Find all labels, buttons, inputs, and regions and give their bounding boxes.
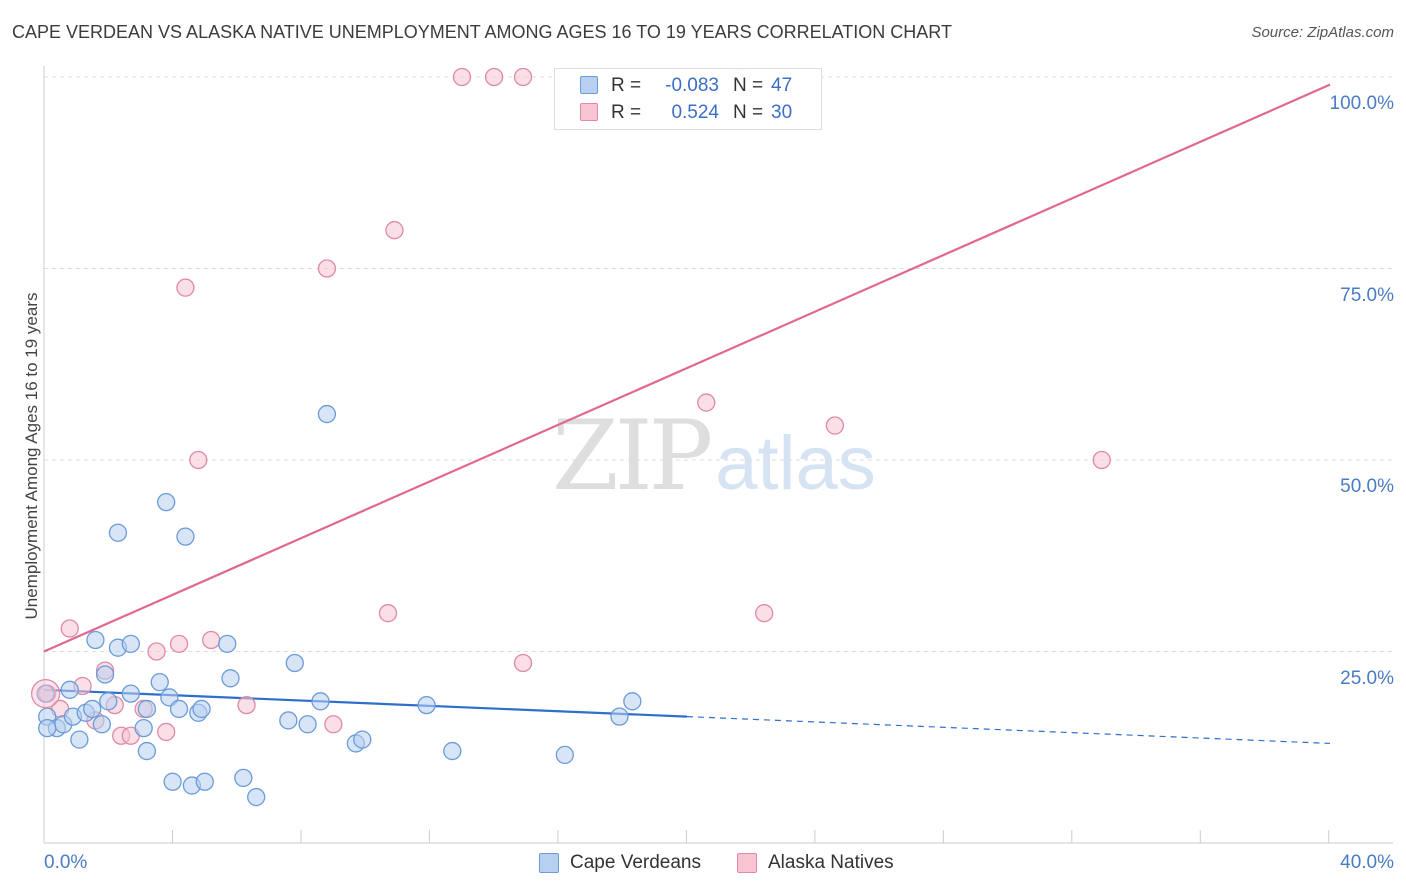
point-cape-verdeans xyxy=(121,684,140,703)
point-cape-verdeans xyxy=(353,730,372,749)
point-cape-verdeans xyxy=(285,653,304,673)
point-alaska-natives xyxy=(825,416,845,435)
point-cape-verdeans xyxy=(121,634,140,653)
point-cape-verdeans xyxy=(298,715,317,734)
y-tick-label-25: 25.0% xyxy=(1340,667,1394,689)
point-alaska-natives xyxy=(169,634,189,653)
point-cape-verdeans xyxy=(92,715,112,734)
legend-swatch-blue xyxy=(580,76,598,94)
point-alaska-natives xyxy=(176,278,195,297)
chart-title: CAPE VERDEAN VS ALASKA NATIVE UNEMPLOYME… xyxy=(12,22,952,42)
point-cape-verdeans xyxy=(134,718,153,738)
point-cape-verdeans xyxy=(150,672,169,692)
point-cape-verdeans xyxy=(83,699,102,719)
point-cape-verdeans xyxy=(38,718,57,738)
point-alaska-natives xyxy=(1092,450,1111,470)
legend-r-label: R = xyxy=(611,75,642,96)
series-legend-alaska-natives: Alaska Natives xyxy=(737,852,894,874)
point-cape-verdeans xyxy=(137,741,157,761)
point-cape-verdeans xyxy=(555,745,574,765)
point-alaska-natives xyxy=(147,642,166,661)
series-swatch-pink xyxy=(737,853,757,873)
point-cape-verdeans xyxy=(317,404,337,424)
y-tick-label-75: 75.0% xyxy=(1340,284,1394,306)
point-alaska-natives xyxy=(317,259,337,278)
point-cape-verdeans xyxy=(247,787,266,807)
point-cape-verdeans xyxy=(108,523,128,542)
point-alaska-natives xyxy=(157,722,176,742)
point-alaska-natives xyxy=(452,67,472,87)
legend-swatch-pink xyxy=(580,103,598,121)
trend-line-cape-verdeans-extension xyxy=(686,716,1331,745)
axis-layer xyxy=(43,66,1393,844)
point-alaska-natives xyxy=(378,604,398,623)
point-cape-verdeans xyxy=(36,684,55,703)
trend-layer xyxy=(43,83,1331,745)
correlation-legend: R = -0.083 N = 47 R = 0.524 N = 30 xyxy=(554,68,822,130)
point-cape-verdeans xyxy=(176,527,195,546)
point-cape-verdeans xyxy=(234,768,253,788)
point-cape-verdeans xyxy=(195,772,214,791)
point-cape-verdeans xyxy=(221,669,240,688)
series-legend-cape-verdeans: Cape Verdeans xyxy=(539,852,701,874)
point-cape-verdeans xyxy=(95,665,115,684)
point-cape-verdeans xyxy=(311,692,330,711)
source-label: Source: ZipAtlas.com xyxy=(1251,24,1394,41)
point-cape-verdeans xyxy=(163,772,182,791)
point-cape-verdeans xyxy=(443,741,462,761)
legend-r-label: R = xyxy=(611,102,642,123)
point-cape-verdeans xyxy=(70,730,89,749)
trend-line-cape-verdeans xyxy=(43,688,688,718)
legend-r-value: -0.083 xyxy=(665,75,719,96)
point-cape-verdeans xyxy=(86,630,105,650)
point-alaska-natives xyxy=(237,695,256,715)
y-tick-label-50: 50.0% xyxy=(1340,476,1394,497)
point-alaska-natives xyxy=(202,630,221,650)
point-alaska-natives xyxy=(484,67,504,87)
point-alaska-natives xyxy=(385,221,404,240)
x-tick-max: 40.0% xyxy=(1340,852,1394,873)
point-alaska-natives xyxy=(697,393,716,412)
series-swatch-blue xyxy=(539,853,559,873)
point-cape-verdeans xyxy=(279,711,298,730)
point-cape-verdeans xyxy=(60,680,79,699)
legend-n-value: 30 xyxy=(771,102,793,123)
point-alaska-natives xyxy=(324,715,343,734)
point-cape-verdeans xyxy=(610,707,629,726)
point-cape-verdeans xyxy=(192,699,211,719)
y-axis-label: Unemployment Among Ages 16 to 19 years xyxy=(22,292,41,620)
trend-line-alaska-natives xyxy=(43,83,1331,653)
x-tick-min: 0.0% xyxy=(44,852,88,873)
point-cape-verdeans xyxy=(623,692,642,711)
legend-r-value: 0.524 xyxy=(671,102,719,123)
point-alaska-natives xyxy=(513,67,533,87)
legend-n-value: 47 xyxy=(771,75,793,96)
y-tick-label-100: 100.0% xyxy=(1329,93,1394,114)
point-alaska-natives xyxy=(60,619,79,638)
series-legend: Cape Verdeans Alaska Natives xyxy=(0,852,1406,876)
legend-n-label: N = xyxy=(733,75,764,96)
point-alaska-natives xyxy=(513,653,533,673)
series-legend-label: Cape Verdeans xyxy=(570,852,701,873)
point-cape-verdeans xyxy=(218,634,237,653)
point-alaska-natives xyxy=(755,604,774,623)
point-layer xyxy=(30,67,1111,807)
legend-n-label: N = xyxy=(733,102,764,123)
point-cape-verdeans xyxy=(157,492,176,512)
series-legend-label: Alaska Natives xyxy=(768,852,894,873)
point-alaska-natives xyxy=(189,450,208,470)
point-cape-verdeans xyxy=(137,699,157,719)
point-cape-verdeans xyxy=(417,695,436,715)
grid-layer xyxy=(44,76,1393,652)
point-cape-verdeans xyxy=(169,699,189,719)
point-cape-verdeans xyxy=(99,692,118,711)
point-cluster-origin xyxy=(30,678,61,709)
